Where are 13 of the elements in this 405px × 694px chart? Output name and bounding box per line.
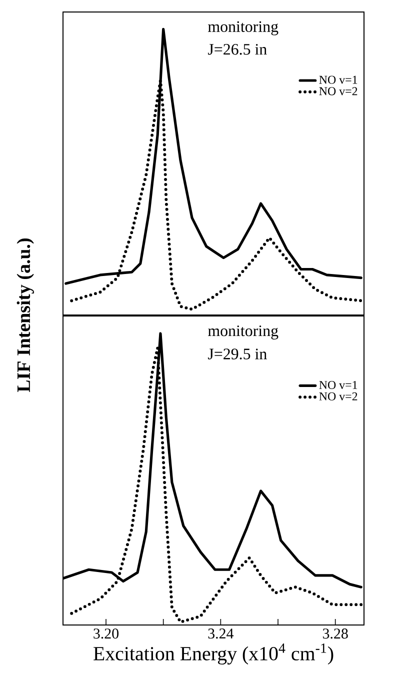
annotation: J=29.5 in [208, 348, 267, 360]
y-axis-title: LIF Intensity (a.u.) [16, 238, 34, 392]
annotation: J=26.5 in [208, 44, 267, 55]
x-tick-label: 3.24 [208, 628, 234, 639]
annotation: monitoring [208, 21, 278, 36]
x-tick-label: 3.28 [322, 628, 348, 639]
x-axis-title: Excitation Energy (x10$^{4}$ cm$^{-1}$) [94, 644, 334, 665]
x-tick-label: 3.20 [94, 628, 119, 639]
legend-label: NO v=1 [319, 76, 358, 84]
legend-label: NO v=2 [319, 87, 358, 96]
annotation: monitoring [208, 325, 278, 340]
legend-label: NO v=2 [319, 392, 358, 400]
legend-label: NO v=1 [319, 380, 358, 390]
